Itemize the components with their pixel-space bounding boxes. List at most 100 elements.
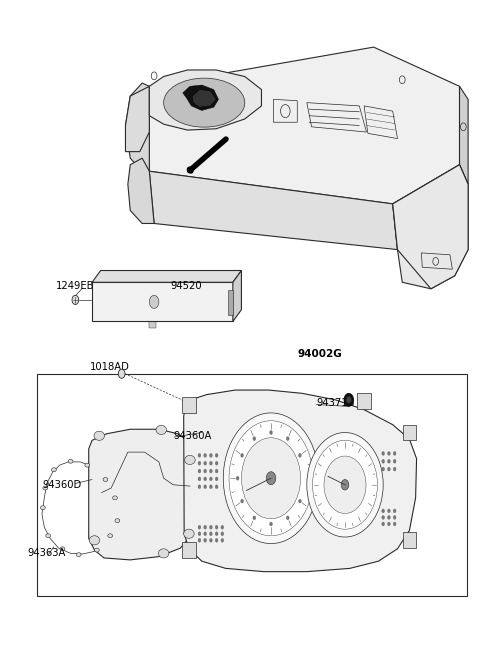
- Circle shape: [209, 525, 212, 529]
- Circle shape: [204, 525, 206, 529]
- Circle shape: [209, 532, 212, 536]
- Circle shape: [223, 413, 319, 544]
- Circle shape: [270, 522, 273, 526]
- Circle shape: [215, 461, 218, 465]
- Circle shape: [299, 499, 301, 503]
- Circle shape: [387, 522, 390, 526]
- Bar: [358, 394, 371, 409]
- Ellipse shape: [94, 431, 105, 440]
- Ellipse shape: [43, 486, 48, 490]
- Ellipse shape: [184, 529, 194, 539]
- Circle shape: [198, 469, 201, 473]
- Circle shape: [215, 485, 218, 489]
- Circle shape: [209, 477, 212, 481]
- Bar: [403, 424, 416, 440]
- Circle shape: [72, 295, 79, 304]
- Circle shape: [152, 464, 194, 522]
- Polygon shape: [192, 90, 216, 107]
- Bar: [99, 294, 144, 312]
- Polygon shape: [393, 165, 468, 289]
- Circle shape: [229, 420, 313, 536]
- Polygon shape: [92, 270, 241, 282]
- Ellipse shape: [68, 459, 73, 463]
- Circle shape: [393, 459, 396, 463]
- Circle shape: [286, 437, 289, 441]
- Circle shape: [209, 453, 212, 457]
- Ellipse shape: [108, 534, 113, 538]
- Circle shape: [149, 295, 159, 308]
- Ellipse shape: [113, 496, 117, 500]
- Polygon shape: [228, 290, 233, 315]
- Text: 94371B: 94371B: [316, 398, 355, 408]
- Circle shape: [215, 477, 218, 481]
- Ellipse shape: [95, 548, 99, 552]
- Bar: [242, 489, 265, 503]
- Circle shape: [253, 437, 256, 441]
- Circle shape: [215, 539, 218, 543]
- Circle shape: [393, 516, 396, 520]
- Circle shape: [324, 456, 366, 514]
- Circle shape: [387, 467, 390, 471]
- Circle shape: [198, 461, 201, 465]
- Circle shape: [118, 369, 125, 379]
- Circle shape: [387, 516, 390, 520]
- Circle shape: [198, 532, 201, 536]
- Circle shape: [393, 451, 396, 455]
- Circle shape: [221, 539, 224, 543]
- Circle shape: [382, 516, 384, 520]
- Ellipse shape: [103, 478, 108, 482]
- Circle shape: [215, 469, 218, 473]
- Circle shape: [204, 461, 206, 465]
- Text: 94360A: 94360A: [173, 431, 212, 441]
- Circle shape: [382, 459, 384, 463]
- Polygon shape: [92, 282, 233, 321]
- Circle shape: [221, 525, 224, 529]
- Circle shape: [209, 539, 212, 543]
- Ellipse shape: [60, 547, 65, 551]
- Circle shape: [198, 539, 201, 543]
- Circle shape: [204, 532, 206, 536]
- Circle shape: [198, 477, 201, 481]
- Circle shape: [100, 453, 157, 532]
- Polygon shape: [149, 47, 459, 204]
- Circle shape: [209, 469, 212, 473]
- Circle shape: [344, 394, 354, 406]
- Polygon shape: [89, 429, 195, 560]
- Ellipse shape: [46, 534, 50, 538]
- Text: 94520: 94520: [171, 281, 203, 291]
- Circle shape: [307, 432, 383, 537]
- Text: 94360D: 94360D: [42, 480, 81, 490]
- Ellipse shape: [51, 468, 56, 472]
- Circle shape: [204, 469, 206, 473]
- Polygon shape: [125, 83, 149, 171]
- Circle shape: [387, 451, 390, 455]
- Circle shape: [209, 461, 212, 465]
- Polygon shape: [184, 390, 417, 571]
- Bar: [182, 398, 196, 413]
- Circle shape: [204, 539, 206, 543]
- Bar: [186, 303, 191, 313]
- Bar: [149, 320, 156, 328]
- Circle shape: [215, 453, 218, 457]
- Polygon shape: [149, 171, 397, 250]
- Circle shape: [387, 459, 390, 463]
- Text: 94002G: 94002G: [297, 349, 342, 359]
- Ellipse shape: [115, 519, 120, 523]
- Polygon shape: [128, 158, 154, 224]
- Circle shape: [198, 485, 201, 489]
- Polygon shape: [233, 270, 241, 321]
- Text: 1018AD: 1018AD: [90, 362, 130, 372]
- Circle shape: [198, 453, 201, 457]
- Circle shape: [145, 455, 201, 531]
- Polygon shape: [125, 87, 149, 152]
- Ellipse shape: [164, 78, 245, 127]
- Circle shape: [215, 532, 218, 536]
- Circle shape: [299, 453, 301, 457]
- Ellipse shape: [76, 553, 81, 557]
- Circle shape: [209, 485, 212, 489]
- Circle shape: [393, 509, 396, 513]
- Circle shape: [221, 532, 224, 536]
- Ellipse shape: [185, 455, 195, 464]
- Text: 94363A: 94363A: [28, 548, 66, 558]
- Ellipse shape: [156, 425, 167, 434]
